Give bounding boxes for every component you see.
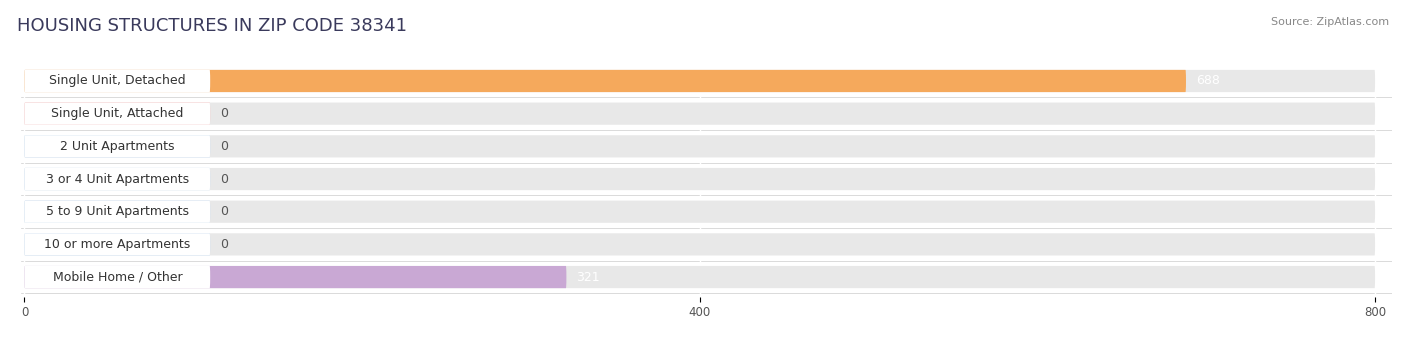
FancyBboxPatch shape [24,233,209,255]
Text: 10 or more Apartments: 10 or more Apartments [44,238,190,251]
FancyBboxPatch shape [24,266,567,288]
FancyBboxPatch shape [24,103,1375,125]
FancyBboxPatch shape [24,233,209,255]
Text: 0: 0 [221,205,228,218]
FancyBboxPatch shape [24,168,209,190]
FancyBboxPatch shape [24,168,1375,190]
Text: 0: 0 [221,173,228,186]
Text: 0: 0 [221,238,228,251]
FancyBboxPatch shape [24,135,209,158]
FancyBboxPatch shape [24,135,209,158]
Text: Single Unit, Detached: Single Unit, Detached [49,74,186,88]
FancyBboxPatch shape [24,70,1375,92]
Text: 0: 0 [221,107,228,120]
Text: 0: 0 [221,140,228,153]
Text: Source: ZipAtlas.com: Source: ZipAtlas.com [1271,17,1389,27]
Text: Mobile Home / Other: Mobile Home / Other [52,270,183,284]
FancyBboxPatch shape [24,70,209,92]
Text: 2 Unit Apartments: 2 Unit Apartments [60,140,174,153]
Text: 321: 321 [576,270,600,284]
FancyBboxPatch shape [24,201,209,223]
Text: 688: 688 [1197,74,1220,88]
Text: HOUSING STRUCTURES IN ZIP CODE 38341: HOUSING STRUCTURES IN ZIP CODE 38341 [17,17,406,35]
Text: 5 to 9 Unit Apartments: 5 to 9 Unit Apartments [46,205,188,218]
FancyBboxPatch shape [24,201,1375,223]
FancyBboxPatch shape [24,168,209,190]
FancyBboxPatch shape [24,135,1375,158]
FancyBboxPatch shape [24,201,209,223]
FancyBboxPatch shape [24,266,209,288]
FancyBboxPatch shape [24,103,209,125]
Text: 3 or 4 Unit Apartments: 3 or 4 Unit Apartments [46,173,188,186]
FancyBboxPatch shape [24,70,1187,92]
FancyBboxPatch shape [24,233,1375,255]
FancyBboxPatch shape [24,103,209,125]
Text: Single Unit, Attached: Single Unit, Attached [51,107,184,120]
FancyBboxPatch shape [24,266,1375,288]
